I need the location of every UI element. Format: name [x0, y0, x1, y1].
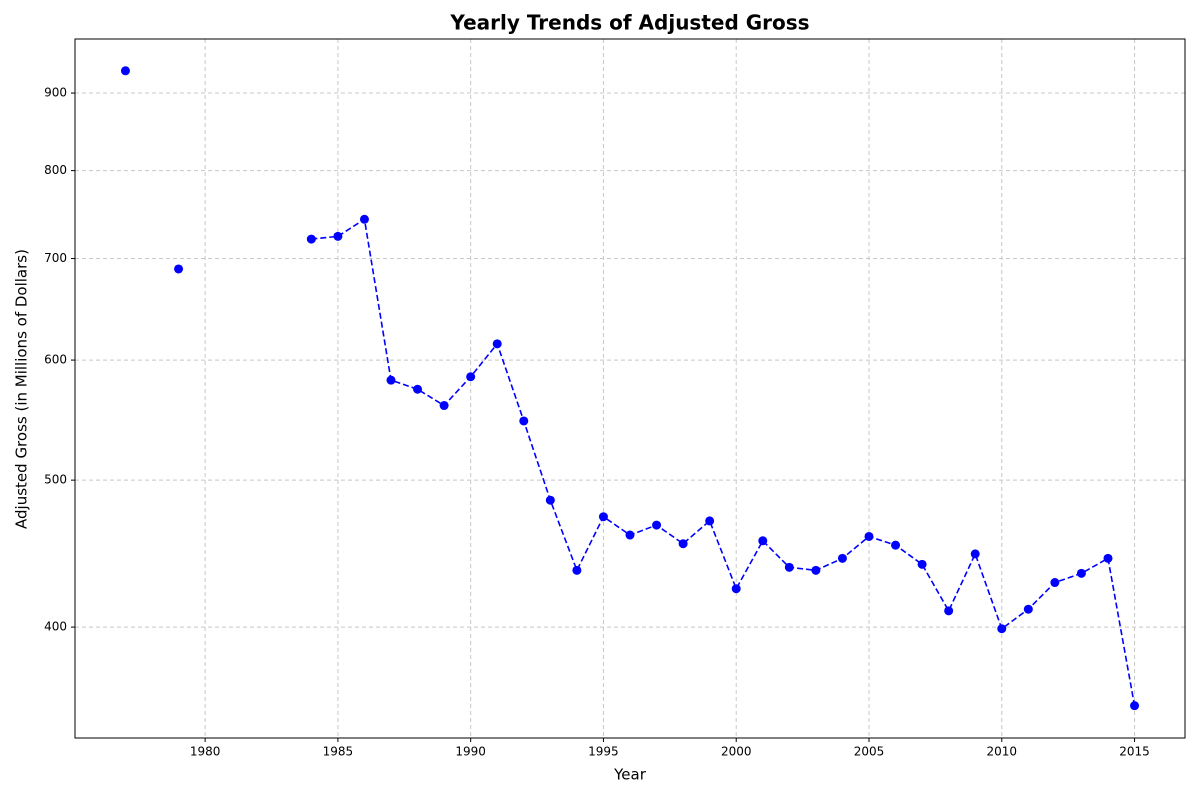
data-point: [439, 401, 449, 411]
data-line: [311, 217, 1136, 706]
data-point: [970, 549, 980, 559]
data-point: [120, 66, 130, 76]
data-point: [306, 234, 316, 244]
data-point: [1130, 701, 1140, 711]
data-point: [466, 372, 476, 382]
data-point: [333, 231, 343, 241]
data-point: [519, 416, 529, 426]
data-point: [492, 339, 502, 349]
data-point: [413, 384, 423, 394]
y-tick-label: 800: [44, 163, 67, 177]
data-point: [1103, 553, 1113, 563]
data-point: [545, 495, 555, 505]
data-point: [359, 214, 369, 224]
data-point: [917, 559, 927, 569]
data-point: [174, 264, 184, 274]
y-tick-label: 700: [44, 251, 67, 265]
data-point: [625, 530, 635, 540]
x-tick-label: 1980: [190, 745, 221, 759]
x-tick-label: 1995: [588, 745, 619, 759]
x-tick-label: 2015: [1119, 745, 1150, 759]
data-point: [1050, 578, 1060, 588]
data-point: [572, 565, 582, 575]
data-point: [784, 562, 794, 572]
data-point: [386, 375, 396, 385]
chart-title: Yearly Trends of Adjusted Gross: [449, 11, 809, 35]
x-tick-label: 2000: [721, 745, 752, 759]
plot-frame: [74, 38, 1186, 739]
data-point: [598, 512, 608, 522]
data-point: [811, 565, 821, 575]
x-tick-label: 1985: [323, 745, 354, 759]
data-point: [1076, 568, 1086, 578]
data-point: [758, 536, 768, 546]
data-point: [1023, 604, 1033, 614]
y-tick-label: 400: [44, 620, 67, 634]
data-point: [678, 539, 688, 549]
data-point: [731, 584, 741, 594]
y-tick-label: 900: [44, 86, 67, 100]
x-tick-label: 2010: [986, 745, 1017, 759]
y-tick-label: 600: [44, 353, 67, 367]
data-point: [997, 624, 1007, 634]
x-tick-label: 1990: [455, 745, 486, 759]
x-tick-label: 2005: [854, 745, 885, 759]
data-point: [864, 531, 874, 541]
data-point: [705, 516, 715, 526]
data-point: [837, 553, 847, 563]
data-point: [891, 540, 901, 550]
y-tick-label: 500: [44, 473, 67, 487]
y-axis-label: Adjusted Gross (in Millions of Dollars): [13, 249, 31, 529]
data-point: [944, 606, 954, 616]
x-axis-label: Year: [613, 766, 647, 784]
data-point: [652, 520, 662, 530]
